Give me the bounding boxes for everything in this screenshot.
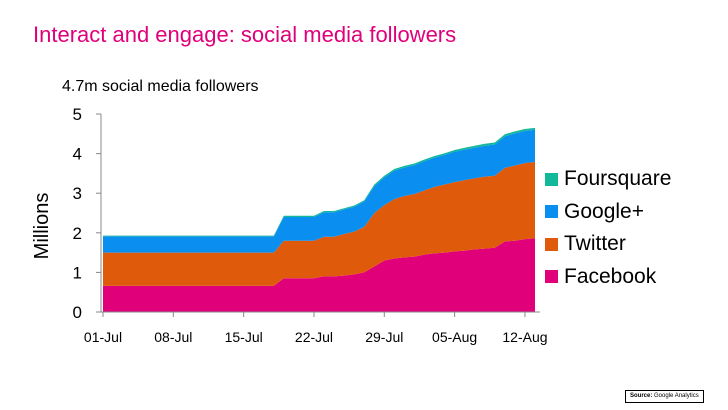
y-tick-label: 5	[73, 105, 82, 124]
x-axis-ticks: 01-Jul 08-Jul 15-Jul 22-Jul 29-Jul 05-Aug 12-A…	[84, 312, 548, 345]
chart-title: 4.7m social media followers	[62, 78, 259, 95]
legend-swatch	[545, 205, 558, 219]
y-axis-label: Millions	[31, 193, 53, 260]
legend-swatch	[545, 237, 558, 251]
legend-label: Google+	[564, 199, 644, 223]
area-series-twitter	[103, 161, 535, 286]
y-tick-label: 3	[73, 184, 82, 203]
chart-legend: Foursquare Google+ Twitter Facebook	[545, 163, 671, 293]
x-tick-label: 05-Aug	[432, 329, 477, 345]
legend-item-foursquare: Foursquare	[545, 163, 671, 196]
legend-swatch	[545, 172, 558, 186]
legend-swatch	[545, 270, 558, 284]
slide-title: Interact and engage: social media follow…	[33, 22, 457, 47]
y-axis-ticks: 0 1 2 3 4 5	[73, 105, 101, 322]
legend-label: Facebook	[564, 264, 657, 288]
y-tick-label: 1	[73, 263, 82, 282]
y-tick-label: 2	[73, 224, 82, 243]
x-tick-label: 22-Jul	[295, 329, 333, 345]
area-series-group	[103, 127, 535, 312]
x-tick-label: 15-Jul	[225, 329, 263, 345]
legend-item-google-: Google+	[545, 196, 671, 229]
legend-item-facebook: Facebook	[545, 261, 671, 294]
x-tick-label: 08-Jul	[154, 329, 192, 345]
y-tick-label: 0	[73, 303, 82, 322]
source-note: Source: Google Analytics	[625, 390, 704, 403]
y-tick-label: 4	[73, 145, 82, 164]
source-label: Source:	[630, 393, 653, 399]
x-tick-label: 12-Aug	[502, 329, 547, 345]
legend-label: Twitter	[564, 232, 626, 256]
x-tick-label: 01-Jul	[84, 329, 122, 345]
legend-label: Foursquare	[564, 167, 672, 191]
legend-item-twitter: Twitter	[545, 228, 671, 261]
source-text: Google Analytics	[654, 393, 699, 399]
area-series-facebook	[103, 238, 535, 312]
area-series-google-	[103, 129, 535, 253]
x-tick-label: 29-Jul	[365, 329, 403, 345]
